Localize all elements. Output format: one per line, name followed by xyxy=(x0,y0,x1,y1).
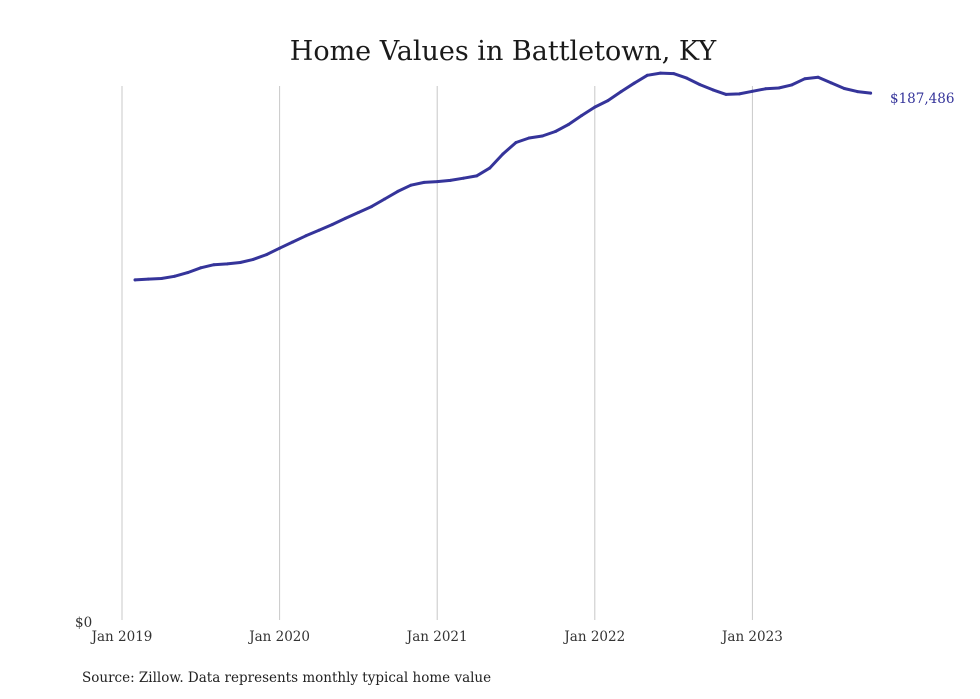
data-point xyxy=(527,136,531,140)
data-point xyxy=(370,205,373,209)
data-point xyxy=(396,189,400,193)
data-point xyxy=(133,278,137,282)
data-point xyxy=(173,274,176,278)
data-point xyxy=(159,277,163,280)
data-point xyxy=(764,87,767,91)
data-point xyxy=(711,88,715,92)
data-point xyxy=(803,77,807,81)
data-point xyxy=(199,266,203,270)
data-point xyxy=(685,76,689,80)
x-tick-label-2: Jan 2021 xyxy=(405,629,468,645)
gridlines xyxy=(121,86,753,620)
data-point xyxy=(435,180,439,184)
data-point xyxy=(580,114,584,117)
x-tick-label-0: Jan 2019 xyxy=(90,629,153,645)
data-point xyxy=(317,228,321,232)
data-point xyxy=(422,180,426,184)
data-point xyxy=(409,183,413,187)
data-point xyxy=(632,81,636,85)
data-point xyxy=(724,92,728,96)
data-point xyxy=(356,211,360,214)
data-point xyxy=(186,271,190,275)
last-value-label: $187,486 xyxy=(890,91,954,107)
data-point xyxy=(514,141,518,144)
data-point xyxy=(146,277,150,281)
data-point xyxy=(278,246,282,250)
data-point xyxy=(698,83,702,87)
series-layer xyxy=(133,71,873,282)
data-point xyxy=(856,90,859,94)
x-tick-label-3: Jan 2022 xyxy=(562,629,625,645)
source-note: Source: Zillow. Data represents monthly … xyxy=(82,670,491,686)
data-point xyxy=(291,240,295,244)
data-point xyxy=(737,92,741,96)
data-point xyxy=(225,262,229,266)
data-point xyxy=(251,257,255,261)
data-point xyxy=(448,178,452,182)
chart-title: Home Values in Battletown, KY xyxy=(290,36,718,67)
data-point xyxy=(212,263,216,267)
data-point xyxy=(304,234,308,238)
data-point xyxy=(540,134,544,138)
data-point xyxy=(790,83,794,87)
data-point xyxy=(475,174,479,178)
y-axis-zero-label: $0 xyxy=(75,615,92,631)
data-point xyxy=(567,123,570,126)
data-point xyxy=(501,152,505,156)
data-point xyxy=(777,86,781,90)
data-point xyxy=(619,90,623,94)
x-axis-ticks: Jan 2019 Jan 2020 Jan 2021 Jan 2022 Jan 2023 xyxy=(90,629,783,645)
series-line-0 xyxy=(133,71,873,282)
data-point xyxy=(330,223,334,227)
data-point xyxy=(238,261,242,264)
data-point xyxy=(829,81,833,85)
data-point xyxy=(750,89,754,93)
data-point xyxy=(462,176,465,180)
data-point xyxy=(672,72,676,76)
x-tick-label-4: Jan 2023 xyxy=(720,629,783,645)
data-point xyxy=(816,75,820,79)
data-point xyxy=(659,71,662,75)
data-point xyxy=(488,166,492,170)
data-point xyxy=(383,197,387,201)
data-point xyxy=(265,253,268,257)
data-point xyxy=(606,99,610,103)
data-point xyxy=(553,130,557,133)
data-point xyxy=(645,73,649,77)
data-point xyxy=(343,216,347,220)
data-point xyxy=(869,91,873,95)
x-tick-label-1: Jan 2020 xyxy=(247,629,310,645)
data-point xyxy=(593,105,597,109)
data-point xyxy=(842,87,846,90)
